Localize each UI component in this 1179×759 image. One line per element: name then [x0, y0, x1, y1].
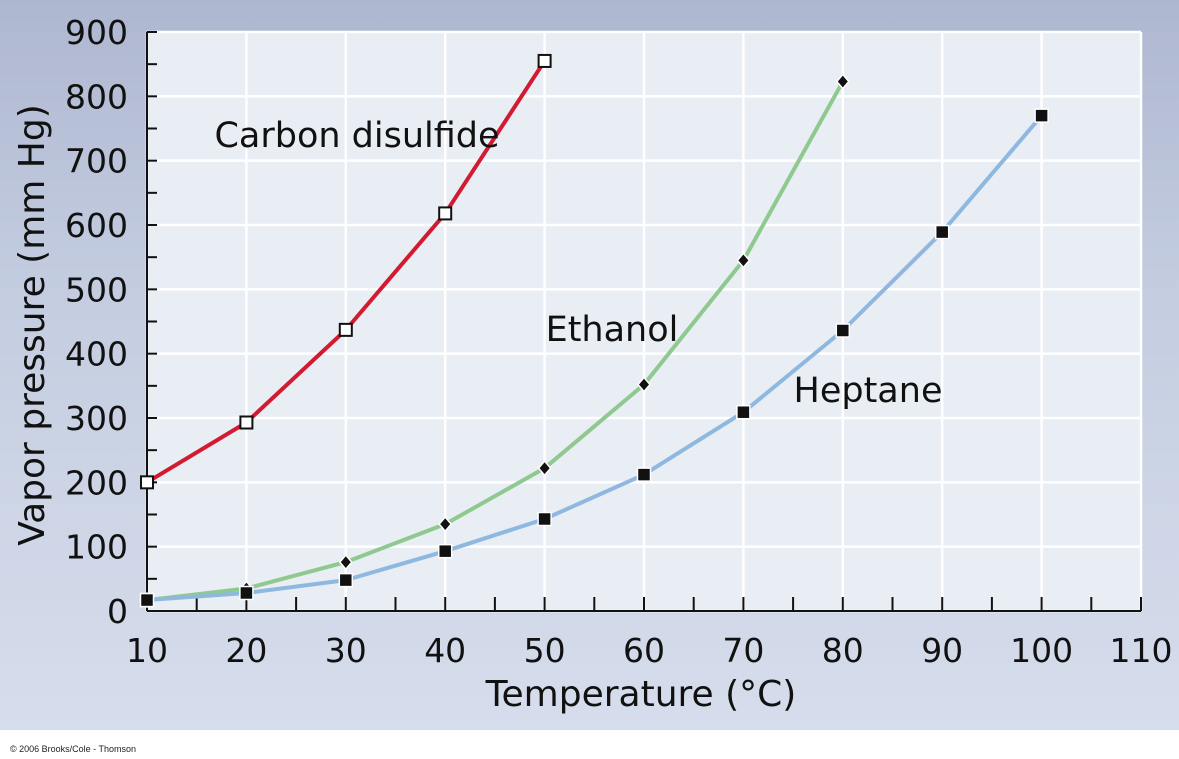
series-carbon-disulfide: [140, 53, 552, 490]
y-tick-label: 0: [107, 592, 128, 631]
y-tick-label: 800: [65, 77, 128, 116]
y-tick-label: 100: [65, 528, 128, 567]
data-point: [835, 73, 850, 90]
x-tick-label: 40: [424, 631, 466, 670]
y-tick-label: 300: [65, 399, 128, 438]
data-point: [239, 415, 254, 430]
y-axis-title: Vapor pressure (mm Hg): [12, 104, 53, 546]
chart-svg: 10 20 30 40 50 60 70 80 90 100 110 0 100 200 300 400 500…: [12, 13, 1173, 715]
series-line: [146, 114, 1044, 603]
data-point: [537, 460, 552, 477]
x-tick-label: 20: [225, 631, 267, 670]
y-tick-label: 200: [65, 463, 128, 502]
y-tick-label: 600: [65, 206, 128, 245]
series-line: [146, 80, 845, 603]
x-tick-label: 50: [524, 631, 566, 670]
y-tick-label: 900: [65, 13, 128, 52]
data-point: [637, 376, 651, 393]
x-tick-label: 70: [722, 631, 764, 670]
axes: 10 20 30 40 50 60 70 80 90 100 110 0 100 200 300 400 500…: [65, 13, 1173, 670]
y-tick-label: 400: [65, 335, 128, 374]
data-point: [736, 404, 751, 420]
series-label-carbon-disulfide: Carbon disulfide: [214, 116, 499, 156]
x-tick-label: 110: [1110, 631, 1173, 670]
data-point: [139, 592, 155, 608]
series-labels: Carbon disulfide Ethanol Heptane: [214, 116, 942, 411]
data-point: [239, 585, 254, 601]
data-point: [736, 252, 751, 269]
x-tick-label: 90: [921, 631, 963, 670]
x-tick-label: 30: [325, 631, 367, 670]
y-tick-label: 700: [65, 142, 128, 181]
data-point: [1034, 108, 1049, 123]
data-point: [835, 323, 851, 338]
data-point: [437, 543, 453, 559]
series-heptane: [139, 108, 1049, 608]
x-axis-title: Temperature (°C): [485, 674, 797, 715]
data-point: [934, 224, 950, 240]
data-point: [537, 511, 552, 527]
x-tick-label: 100: [1010, 631, 1073, 670]
series-label-heptane: Heptane: [794, 371, 943, 411]
data-series: [139, 53, 1049, 609]
y-tick-label: 500: [65, 270, 128, 309]
data-point: [438, 515, 453, 533]
data-point: [537, 53, 552, 68]
data-point: [338, 553, 353, 571]
data-point: [140, 475, 154, 490]
x-tick-label: 60: [623, 631, 665, 670]
x-tick-label: 10: [126, 631, 168, 670]
data-point: [438, 206, 453, 221]
series-label-ethanol: Ethanol: [546, 310, 679, 350]
x-tick-label: 80: [822, 631, 864, 670]
data-point: [338, 572, 354, 588]
data-point: [636, 467, 652, 482]
copyright-notice: © 2006 Brooks/Cole - Thomson: [10, 744, 137, 754]
data-point: [338, 322, 353, 337]
